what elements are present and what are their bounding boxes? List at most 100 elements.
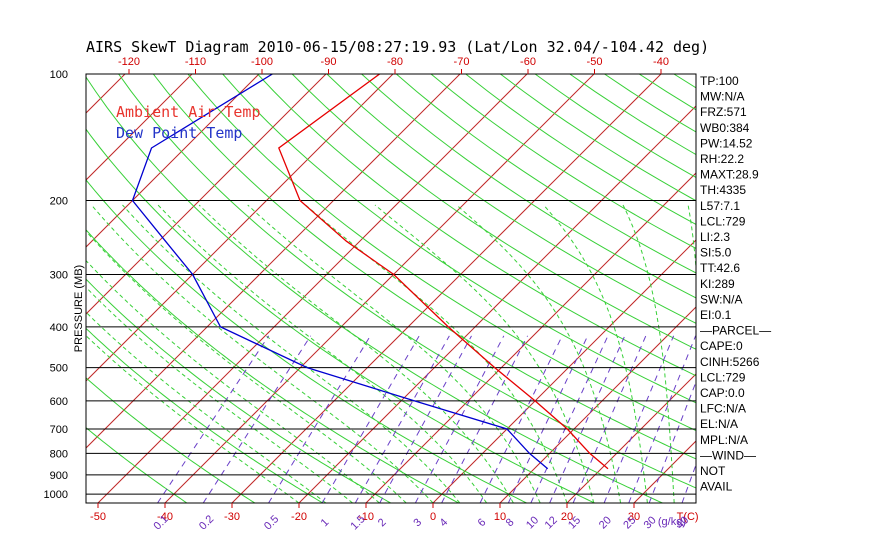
dry-adiabat-line <box>778 74 870 503</box>
x-tick-label-bottom: -30 <box>224 511 240 523</box>
index-item: RH:22.2 <box>700 152 744 166</box>
isotherm-line <box>97 74 528 503</box>
dry-adiabat-line <box>86 427 188 503</box>
x-tick-label-bottom: 0 <box>430 511 436 523</box>
dry-adiabat-line <box>86 229 459 503</box>
mixing-ratio-line <box>507 335 589 503</box>
index-item: MPL:N/A <box>700 433 748 447</box>
y-tick-label: 100 <box>50 69 68 81</box>
mixing-ratio-line <box>530 335 609 503</box>
moist-adiabat-line <box>86 286 353 503</box>
mixing-ratio-label: 0.2 <box>197 513 216 532</box>
y-axis-label: PRESSURE (MB) <box>73 265 85 352</box>
moist-adiabat-line <box>374 204 595 503</box>
index-item: CINH:5266 <box>700 355 760 369</box>
isotherm-line <box>86 74 327 315</box>
index-item: —PARCEL— <box>700 324 771 338</box>
dry-adiabat-line <box>222 74 696 404</box>
mixing-ratio-line <box>628 335 696 503</box>
plot-frame <box>85 73 697 504</box>
dry-adiabat-line <box>500 74 696 202</box>
mixing-ratio-label: 1 <box>319 516 332 529</box>
moist-adiabat-line <box>86 259 380 503</box>
index-item: TH:4335 <box>700 183 746 197</box>
isotherm-line <box>86 74 461 449</box>
mixing-ratio-line <box>549 335 626 503</box>
index-item: TP:100 <box>700 74 739 88</box>
isotherm-line <box>164 74 595 503</box>
legend-ambient-air-temp: Ambient Air Temp <box>116 103 261 121</box>
mixing-ratio-line <box>479 335 563 503</box>
y-tick-label: 700 <box>50 424 68 436</box>
index-item: CAPE:0 <box>700 339 743 353</box>
moist-adiabat-line <box>305 204 568 503</box>
x-tick-label-top: -70 <box>454 56 470 68</box>
x-tick-label-bottom: -10 <box>358 511 374 523</box>
y-tick-label: 600 <box>50 396 68 408</box>
dry-adiabat-line <box>86 76 663 503</box>
dry-adiabat-line <box>813 74 870 503</box>
isotherm-line <box>86 74 394 382</box>
moist-adiabat-line <box>198 204 514 503</box>
y-tick-label: 300 <box>50 269 68 281</box>
moist-adiabat-line <box>247 204 541 503</box>
index-item: MW:N/A <box>700 90 744 104</box>
x-tick-label-bottom: -50 <box>90 511 106 523</box>
x-tick-label-top: -50 <box>587 56 603 68</box>
moist-adiabat-line <box>543 204 648 503</box>
mixing-ratio-line <box>268 335 371 503</box>
index-item: AVAIL <box>700 480 733 494</box>
mixing-ratio-line <box>414 335 505 503</box>
index-item: —WIND— <box>700 448 756 462</box>
dry-adiabat-line <box>291 74 696 350</box>
index-item: PW:14.52 <box>700 136 753 150</box>
mixing-ratio-label: 12 <box>543 514 560 531</box>
index-item: L57:7.1 <box>700 199 740 213</box>
mixing-ratio-line <box>648 380 696 503</box>
x-tick-label-bottom: 20 <box>561 511 573 523</box>
index-item: TT:42.6 <box>700 261 740 275</box>
x-axis-label: T(C) <box>677 511 699 523</box>
mixing-ratio-label: 20 <box>597 514 614 531</box>
mixing-ratio-line <box>157 335 270 503</box>
dry-adiabat-line <box>118 74 696 489</box>
y-tick-label: 900 <box>50 470 68 482</box>
dry-adiabat-line <box>187 74 696 432</box>
dry-adiabat-line <box>86 327 324 503</box>
mixing-ratio-label: 10 <box>524 514 541 531</box>
dry-adiabat-line <box>152 74 696 460</box>
dry-adiabat-line <box>86 377 256 503</box>
y-tick-label: 500 <box>50 363 68 375</box>
isotherm-line <box>86 74 193 181</box>
mixing-ratio-unit: (g/kg) <box>658 516 686 528</box>
index-item: NOT <box>700 464 726 478</box>
dry-adiabat-line <box>395 74 696 274</box>
x-tick-label-top: -110 <box>185 56 206 68</box>
y-tick-label: 400 <box>50 322 68 334</box>
dry-adiabat-line <box>430 74 696 249</box>
x-tick-label-bottom: 30 <box>628 511 640 523</box>
moist-adiabat-line <box>86 335 300 503</box>
mixing-ratio-line <box>603 335 675 503</box>
index-item: WB0:384 <box>700 121 750 135</box>
isotherm-line <box>298 105 696 503</box>
x-tick-label-top: -120 <box>118 56 140 68</box>
moist-adiabat-line <box>86 230 407 503</box>
moist-adiabat-line <box>91 204 434 503</box>
isotherm-line <box>86 74 126 114</box>
y-tick-label: 800 <box>50 448 68 460</box>
index-item: EL:N/A <box>700 417 738 431</box>
moist-adiabat-line <box>86 311 327 503</box>
index-item: CAP:0.0 <box>700 386 745 400</box>
mixing-ratio-line <box>354 335 450 503</box>
dry-adiabat-line <box>326 74 696 324</box>
index-item: LI:2.3 <box>700 230 730 244</box>
mixing-ratio-label: 8 <box>504 516 517 529</box>
x-tick-label-top: -40 <box>653 56 669 68</box>
dry-adiabat-line <box>86 179 527 503</box>
mixing-ratio-label: 4 <box>437 516 450 529</box>
index-item: SW:N/A <box>700 292 742 306</box>
index-item: LFC:N/A <box>700 402 746 416</box>
dry-adiabat-line <box>743 74 870 503</box>
mixing-ratio-label: 30 <box>642 514 659 531</box>
